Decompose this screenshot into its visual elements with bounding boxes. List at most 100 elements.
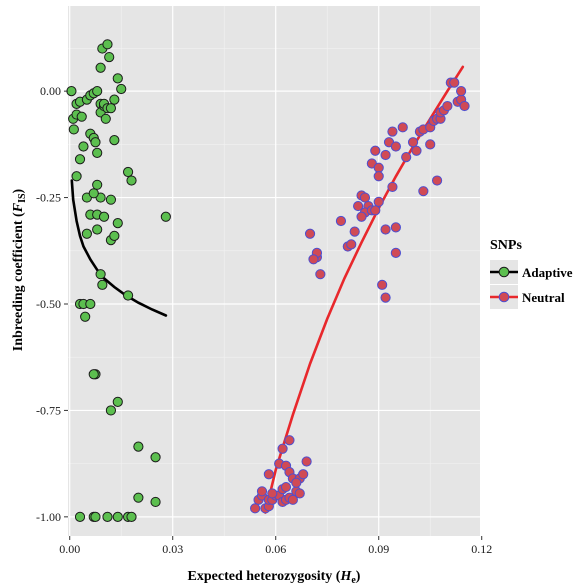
point-adaptive xyxy=(88,188,99,199)
point-adaptive xyxy=(88,369,99,380)
point-neutral xyxy=(380,149,391,161)
point-adaptive xyxy=(85,298,96,310)
point-adaptive xyxy=(68,124,79,135)
point-neutral xyxy=(380,292,391,303)
point-adaptive xyxy=(160,211,171,222)
point-neutral xyxy=(291,477,302,488)
point-adaptive xyxy=(81,228,92,239)
point-adaptive xyxy=(92,179,103,190)
point-adaptive xyxy=(95,269,106,280)
point-adaptive xyxy=(109,230,120,241)
point-adaptive xyxy=(105,103,117,114)
x-tick-label: 0.09 xyxy=(368,542,389,556)
x-tick-label: 0.00 xyxy=(59,542,80,556)
point-neutral xyxy=(370,205,381,216)
point-adaptive xyxy=(80,311,91,322)
point-neutral xyxy=(294,488,305,499)
point-neutral xyxy=(250,503,261,514)
point-neutral xyxy=(387,181,398,193)
point-adaptive xyxy=(105,405,117,416)
point-adaptive xyxy=(74,511,86,522)
point-neutral xyxy=(387,126,398,137)
grid-minor xyxy=(68,6,480,536)
point-adaptive xyxy=(71,171,82,182)
x-axis-title: Expected heterozygosity (He) xyxy=(188,569,361,586)
legend-title: SNPs xyxy=(490,238,522,253)
point-neutral xyxy=(370,145,381,156)
point-neutral xyxy=(304,228,316,239)
point-neutral xyxy=(349,226,360,237)
point-neutral xyxy=(380,224,391,235)
legend: SNPs Adaptive Neutral xyxy=(490,238,573,309)
point-neutral xyxy=(390,222,401,233)
point-neutral xyxy=(284,435,295,446)
point-adaptive xyxy=(122,290,134,301)
point-neutral xyxy=(431,175,443,186)
point-neutral xyxy=(256,486,268,497)
point-adaptive xyxy=(76,111,87,122)
point-neutral xyxy=(267,488,278,499)
point-adaptive xyxy=(66,86,77,97)
point-adaptive xyxy=(90,511,101,522)
point-adaptive xyxy=(150,496,161,508)
point-neutral xyxy=(301,456,312,467)
point-neutral xyxy=(425,139,436,150)
point-adaptive xyxy=(122,166,134,178)
point-neutral xyxy=(459,100,470,112)
point-adaptive xyxy=(102,39,113,50)
point-neutral xyxy=(401,152,412,163)
point-neutral xyxy=(449,77,460,88)
point-neutral xyxy=(263,469,274,480)
point-neutral xyxy=(373,171,384,182)
point-adaptive xyxy=(109,134,120,146)
point-adaptive xyxy=(92,224,103,235)
legend-key-adaptive-point xyxy=(498,266,510,278)
point-adaptive xyxy=(98,211,110,222)
legend-label-neutral: Neutral xyxy=(522,290,565,305)
point-adaptive xyxy=(90,137,101,148)
point-neutral xyxy=(346,239,357,250)
point-neutral xyxy=(359,192,371,203)
y-axis-title: Inbreeding coefficient (FIS) xyxy=(11,188,28,351)
point-adaptive xyxy=(133,441,144,452)
point-adaptive xyxy=(102,511,113,522)
y-tick-label: -0.25 xyxy=(36,191,61,205)
point-neutral xyxy=(353,200,364,212)
point-adaptive xyxy=(112,511,123,522)
point-neutral xyxy=(373,196,384,207)
point-adaptive xyxy=(92,86,103,97)
point-neutral xyxy=(280,481,292,493)
plot-panel xyxy=(68,6,480,536)
point-adaptive xyxy=(105,194,117,205)
point-adaptive xyxy=(133,492,144,503)
data-points xyxy=(66,39,470,522)
y-tick-label: -0.50 xyxy=(36,297,61,311)
x-tick-label: 0.06 xyxy=(265,542,286,556)
point-neutral xyxy=(390,141,401,152)
y-axis-ticks: 0.00 -0.25 -0.50 -0.75 -1.00 xyxy=(36,84,68,524)
point-neutral xyxy=(377,279,388,290)
point-neutral xyxy=(418,186,429,197)
point-adaptive xyxy=(126,511,137,522)
y-tick-label: -1.00 xyxy=(36,510,61,524)
point-adaptive xyxy=(97,279,108,290)
point-adaptive xyxy=(112,396,123,408)
y-tick-label: -0.75 xyxy=(36,403,61,417)
x-tick-label: 0.12 xyxy=(471,542,492,556)
x-axis-ticks: 0.00 0.03 0.06 0.09 0.12 xyxy=(59,536,492,556)
point-neutral xyxy=(397,122,408,133)
point-neutral xyxy=(390,247,401,259)
point-adaptive xyxy=(112,73,123,84)
point-neutral xyxy=(298,469,309,480)
point-adaptive xyxy=(100,113,111,124)
point-adaptive xyxy=(112,218,123,229)
point-neutral xyxy=(315,269,326,280)
point-neutral xyxy=(287,494,298,505)
point-adaptive xyxy=(116,83,127,95)
point-neutral xyxy=(356,211,367,222)
point-neutral xyxy=(308,254,319,265)
point-adaptive xyxy=(150,452,161,463)
legend-key-neutral-point xyxy=(498,291,510,303)
point-neutral xyxy=(411,145,422,156)
